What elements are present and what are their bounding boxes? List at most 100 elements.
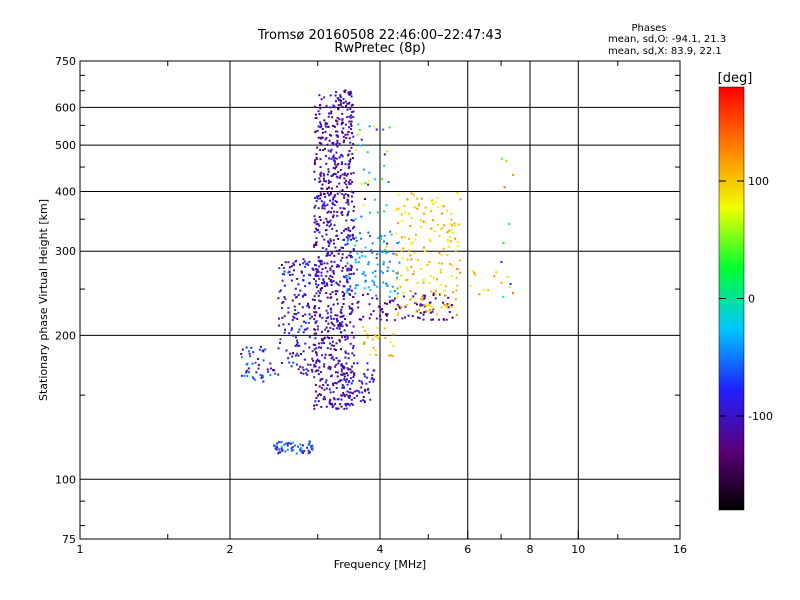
- data-point: [349, 387, 352, 390]
- data-point: [410, 192, 413, 195]
- data-point: [382, 128, 385, 131]
- data-point: [327, 149, 330, 152]
- data-point: [361, 273, 364, 275]
- data-point: [397, 271, 399, 274]
- data-point: [348, 254, 351, 257]
- data-point: [330, 284, 333, 286]
- data-point: [336, 145, 339, 148]
- data-point: [287, 307, 290, 309]
- data-point: [294, 344, 297, 347]
- data-point: [326, 203, 329, 206]
- data-point: [352, 219, 355, 222]
- data-point: [325, 282, 328, 285]
- data-point: [434, 292, 437, 295]
- data-point: [398, 241, 401, 244]
- data-point: [340, 323, 343, 326]
- data-point: [414, 292, 417, 295]
- data-point: [312, 343, 315, 346]
- data-point: [313, 376, 316, 379]
- data-point: [295, 313, 298, 316]
- data-point: [302, 368, 305, 371]
- data-point: [425, 310, 428, 313]
- data-point: [347, 238, 350, 241]
- data-point: [450, 228, 453, 231]
- data-point: [349, 285, 352, 288]
- data-point: [412, 270, 415, 273]
- data-point: [442, 318, 445, 321]
- data-point: [364, 390, 367, 393]
- data-point: [500, 281, 503, 284]
- data-point: [450, 274, 453, 277]
- data-point: [266, 368, 269, 371]
- data-point: [336, 298, 339, 301]
- data-point: [291, 446, 294, 448]
- data-point: [390, 354, 392, 357]
- data-point: [339, 207, 342, 210]
- data-point: [345, 380, 348, 383]
- data-point: [381, 250, 384, 253]
- data-point: [433, 230, 436, 233]
- data-point: [327, 194, 330, 197]
- data-point: [315, 360, 318, 362]
- data-point: [354, 258, 357, 261]
- data-point: [330, 281, 333, 284]
- data-point: [388, 260, 391, 263]
- data-point: [340, 246, 343, 249]
- data-point: [351, 152, 354, 155]
- data-point: [297, 354, 300, 357]
- data-point: [322, 192, 325, 195]
- data-point: [350, 254, 352, 257]
- data-point: [318, 346, 320, 349]
- data-point: [323, 365, 326, 368]
- data-point: [379, 242, 382, 245]
- data-point: [351, 370, 354, 373]
- data-point: [459, 271, 462, 274]
- data-point: [288, 270, 291, 273]
- data-point: [296, 277, 299, 280]
- data-point: [348, 235, 351, 238]
- data-point: [313, 206, 316, 209]
- data-point: [326, 312, 329, 315]
- data-point: [354, 217, 357, 220]
- data-point: [316, 146, 319, 149]
- data-point: [328, 242, 331, 244]
- data-point: [396, 305, 399, 308]
- data-point: [292, 262, 295, 265]
- data-point: [342, 392, 345, 394]
- data-point: [340, 348, 342, 351]
- data-point: [450, 218, 453, 221]
- data-point: [317, 400, 320, 403]
- data-point: [388, 301, 391, 304]
- data-point: [431, 310, 434, 313]
- data-point: [429, 240, 432, 243]
- data-point: [323, 262, 326, 265]
- data-point: [369, 289, 372, 292]
- data-point: [301, 306, 304, 309]
- data-point: [396, 303, 399, 306]
- data-point: [331, 323, 334, 326]
- data-point: [319, 378, 322, 381]
- data-point: [416, 282, 419, 285]
- data-point: [445, 318, 448, 321]
- data-point: [341, 130, 344, 133]
- data-point: [340, 398, 343, 401]
- data-point: [287, 271, 290, 274]
- data-point: [371, 338, 374, 341]
- data-point: [364, 198, 367, 200]
- data-point: [364, 388, 366, 391]
- data-point: [325, 320, 328, 323]
- data-point: [329, 106, 332, 109]
- data-point: [315, 153, 318, 156]
- data-point: [320, 346, 322, 349]
- data-point: [331, 291, 334, 294]
- data-point: [341, 336, 344, 339]
- data-point: [374, 335, 377, 338]
- data-point: [415, 311, 417, 314]
- data-point: [367, 387, 370, 390]
- data-point: [379, 314, 381, 317]
- data-point: [288, 332, 291, 335]
- data-point: [319, 194, 322, 197]
- data-point: [329, 326, 332, 329]
- data-point: [302, 274, 305, 277]
- data-point: [302, 262, 305, 265]
